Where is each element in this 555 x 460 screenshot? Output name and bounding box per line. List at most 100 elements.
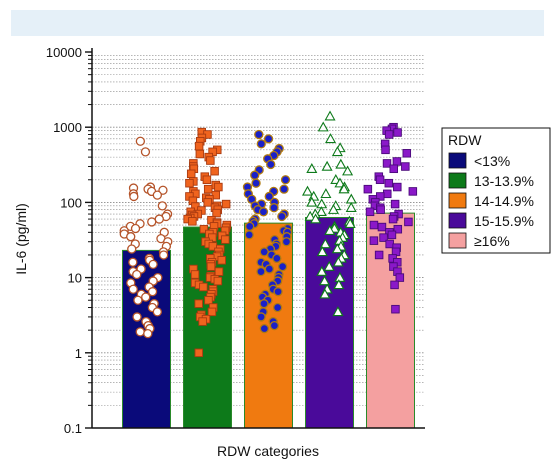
legend-swatch bbox=[448, 152, 467, 169]
data-point bbox=[331, 243, 343, 254]
data-point bbox=[256, 139, 266, 149]
data-point bbox=[316, 246, 328, 257]
data-point bbox=[135, 327, 145, 337]
data-points bbox=[119, 110, 418, 358]
data-point bbox=[251, 178, 261, 188]
data-point bbox=[317, 121, 329, 132]
bar bbox=[366, 212, 415, 429]
data-point bbox=[269, 203, 279, 213]
data-point bbox=[210, 166, 219, 176]
data-point bbox=[321, 160, 333, 171]
legend: RDW <13% 13-13.9% 14-14.9% 15-15.9% ≥16% bbox=[441, 127, 551, 254]
data-point bbox=[195, 149, 205, 159]
data-point bbox=[324, 224, 336, 235]
data-point bbox=[132, 269, 142, 280]
data-point bbox=[281, 237, 292, 247]
data-point bbox=[217, 256, 226, 265]
data-point bbox=[147, 217, 157, 227]
data-point bbox=[316, 265, 328, 276]
data-point bbox=[212, 208, 221, 218]
data-point bbox=[277, 211, 287, 222]
data-point bbox=[254, 129, 264, 140]
data-point bbox=[194, 348, 204, 358]
data-point bbox=[127, 244, 137, 254]
data-point bbox=[141, 292, 151, 302]
data-point bbox=[323, 260, 335, 271]
y-tick-label: 0.1 bbox=[64, 421, 82, 436]
data-point bbox=[158, 250, 169, 260]
data-point bbox=[269, 320, 280, 331]
data-point bbox=[133, 295, 143, 305]
data-point bbox=[383, 189, 392, 199]
data-point bbox=[258, 207, 269, 217]
data-point bbox=[135, 136, 146, 146]
data-point bbox=[221, 199, 231, 209]
data-point bbox=[390, 280, 399, 290]
data-point bbox=[388, 214, 398, 224]
data-point bbox=[315, 206, 327, 217]
data-point bbox=[319, 238, 331, 249]
data-point bbox=[401, 162, 410, 171]
data-point bbox=[381, 145, 390, 155]
y-tick-label: 1 bbox=[75, 346, 82, 361]
data-point bbox=[129, 191, 139, 202]
y-tick-label: 1000 bbox=[53, 120, 82, 135]
data-point bbox=[152, 190, 163, 200]
data-point bbox=[140, 147, 151, 157]
data-point bbox=[277, 261, 288, 272]
data-point bbox=[325, 133, 337, 144]
data-point bbox=[385, 239, 394, 249]
data-point bbox=[207, 307, 217, 317]
data-point bbox=[206, 156, 215, 165]
data-point bbox=[126, 232, 136, 242]
data-point bbox=[395, 273, 405, 282]
data-point bbox=[206, 262, 216, 271]
data-point bbox=[310, 213, 322, 224]
data-point bbox=[259, 323, 270, 334]
data-point bbox=[379, 233, 388, 242]
data-point bbox=[157, 201, 167, 211]
data-point bbox=[213, 276, 223, 286]
data-point bbox=[402, 149, 412, 158]
data-point bbox=[306, 163, 318, 174]
data-point bbox=[194, 299, 203, 308]
data-point bbox=[389, 164, 399, 174]
data-point bbox=[198, 317, 207, 326]
data-point bbox=[266, 159, 276, 170]
data-point bbox=[404, 217, 413, 227]
data-point bbox=[147, 287, 158, 297]
data-point bbox=[320, 188, 332, 199]
data-point bbox=[384, 130, 394, 139]
data-point bbox=[264, 191, 274, 202]
data-point bbox=[272, 253, 282, 264]
y-tick-label: 100 bbox=[60, 195, 82, 210]
data-point bbox=[332, 306, 344, 317]
bar bbox=[122, 249, 171, 429]
data-point bbox=[365, 207, 375, 217]
data-point bbox=[190, 270, 200, 279]
data-point bbox=[128, 284, 138, 294]
data-point bbox=[377, 222, 387, 232]
y-axis-title: IL-6 (pg/ml) bbox=[13, 203, 29, 275]
data-point bbox=[152, 307, 162, 317]
data-point bbox=[335, 158, 347, 169]
data-point bbox=[128, 257, 138, 267]
data-point bbox=[363, 184, 373, 194]
axes: 10000 1000 100 10 1 0.1 bbox=[46, 45, 425, 436]
data-point bbox=[333, 279, 345, 290]
data-point bbox=[202, 175, 212, 185]
data-point bbox=[319, 288, 331, 299]
data-point bbox=[214, 267, 224, 276]
data-point bbox=[186, 169, 196, 179]
legend-label: 13-13.9% bbox=[474, 173, 534, 189]
data-point bbox=[272, 302, 283, 313]
data-point bbox=[334, 177, 346, 188]
data-point bbox=[375, 175, 385, 185]
data-point bbox=[393, 224, 403, 234]
legend-label: 15-15.9% bbox=[474, 213, 534, 229]
data-point bbox=[304, 210, 316, 221]
legend-swatch bbox=[448, 232, 467, 249]
data-point bbox=[338, 183, 350, 194]
data-point bbox=[332, 256, 344, 267]
